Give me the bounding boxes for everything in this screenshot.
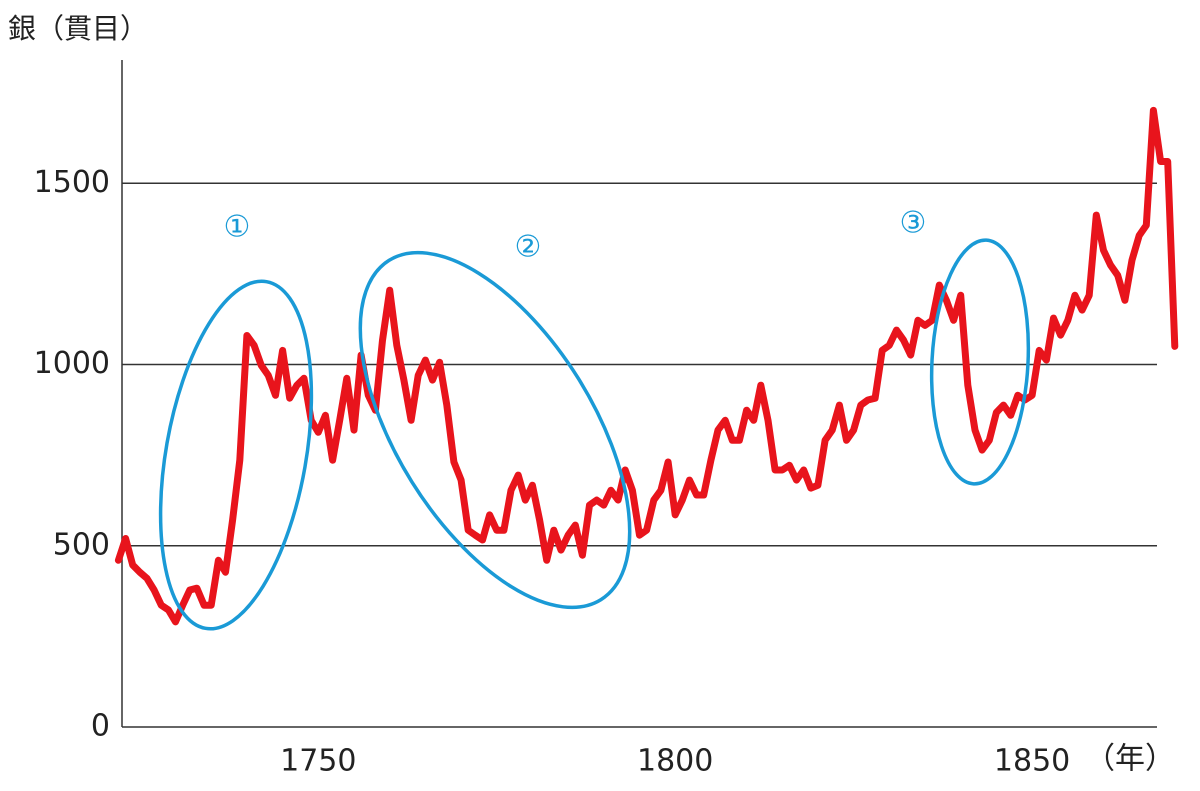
ellipse [158,279,314,631]
ellipse [929,238,1031,486]
x-unit-label: （年） [1085,742,1175,777]
y-tick-label: 500 [53,527,110,562]
highlight-ellipses [158,238,1031,631]
data-line [114,106,1179,626]
annotation: ② [515,230,542,265]
ellipse [358,250,632,610]
x-tick-label: 1750 [280,744,356,779]
y-tick-label: 1000 [34,346,110,381]
x-tick-label: 1800 [637,744,713,779]
annotation: ③ [900,206,927,241]
y-axis-label: 銀（貫目） [8,12,148,45]
y-tick-label: 0 [91,709,110,744]
annotation: ① [224,210,251,245]
x-tick-label: 1850 [994,744,1070,779]
y-tick-label: 1500 [34,165,110,200]
